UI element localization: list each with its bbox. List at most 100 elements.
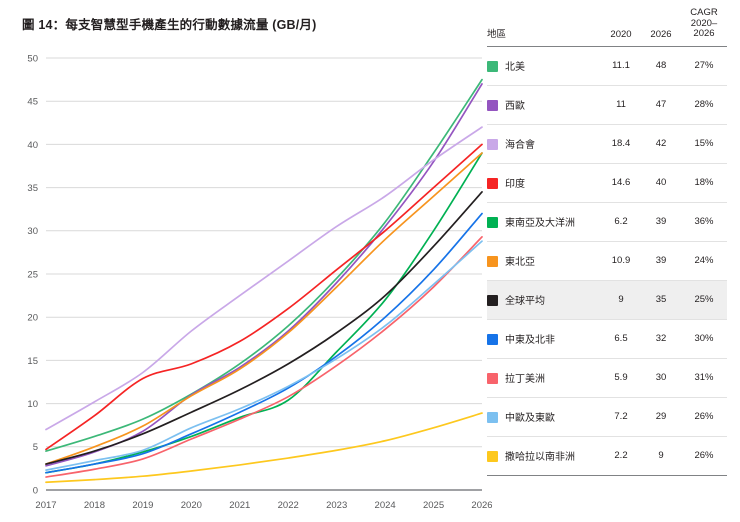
legend-region-label: 東北亞 bbox=[505, 256, 535, 268]
legend-row[interactable]: 中東及北非 6.5 32 30% bbox=[487, 319, 727, 359]
y-axis-tick-label: 50 bbox=[27, 53, 38, 64]
legend-value-2020: 11.1 bbox=[601, 46, 641, 86]
x-axis-tick-label: 2018 bbox=[84, 500, 105, 511]
header-cagr-line1: CAGR bbox=[690, 7, 718, 18]
y-axis-tick-label: 15 bbox=[27, 356, 38, 367]
x-axis-tick-label: 2017 bbox=[35, 500, 56, 511]
series-line bbox=[45, 126, 483, 431]
legend-value-cagr: 27% bbox=[681, 46, 727, 86]
legend-value-2026: 32 bbox=[641, 319, 681, 359]
legend-value-cagr: 24% bbox=[681, 241, 727, 281]
legend-region-cell: 海合會 bbox=[487, 124, 601, 164]
legend-value-2026: 40 bbox=[641, 163, 681, 203]
legend-value-2020: 6.2 bbox=[601, 202, 641, 242]
series-line bbox=[45, 152, 483, 474]
header-cagr-line3: 2026 bbox=[693, 28, 715, 40]
legend-region-cell: 全球平均 bbox=[487, 280, 601, 320]
legend-table: 地區 2020 2026 CAGR 2020– 2026 北美 11.1 48 27%… bbox=[487, 7, 727, 476]
legend-value-2020: 10.9 bbox=[601, 241, 641, 281]
legend-value-2020: 2.2 bbox=[601, 436, 641, 476]
legend-region-label: 拉丁美洲 bbox=[505, 373, 545, 385]
legend-region-cell: 北美 bbox=[487, 46, 601, 86]
legend-region-cell: 東北亞 bbox=[487, 241, 601, 281]
legend-row[interactable]: 印度 14.6 40 18% bbox=[487, 163, 727, 203]
header-2020: 2020 bbox=[601, 8, 641, 47]
x-axis-tick-label: 2021 bbox=[229, 500, 250, 511]
legend-color-swatch-icon bbox=[487, 255, 498, 267]
legend-value-2026: 9 bbox=[641, 436, 681, 476]
legend-row[interactable]: 中歐及東歐 7.2 29 26% bbox=[487, 397, 727, 437]
header-2026: 2026 bbox=[641, 8, 681, 47]
legend-color-swatch-icon bbox=[487, 372, 498, 384]
legend-region-label: 全球平均 bbox=[505, 295, 545, 307]
legend-region-cell: 中東及北非 bbox=[487, 319, 601, 359]
legend-color-swatch-icon bbox=[487, 138, 498, 150]
y-axis-tick-label: 0 bbox=[33, 485, 38, 496]
legend-region-cell: 拉丁美洲 bbox=[487, 358, 601, 398]
legend-value-cagr: 26% bbox=[681, 436, 727, 476]
series-line bbox=[45, 191, 483, 465]
legend-color-swatch-icon bbox=[487, 216, 498, 228]
legend-value-2026: 39 bbox=[641, 202, 681, 242]
legend-value-2026: 35 bbox=[641, 280, 681, 320]
legend-color-swatch-icon bbox=[487, 99, 498, 111]
legend-region-label: 北美 bbox=[505, 61, 525, 73]
legend-value-2020: 18.4 bbox=[601, 124, 641, 164]
legend-value-cagr: 30% bbox=[681, 319, 727, 359]
legend-value-cagr: 31% bbox=[681, 358, 727, 398]
legend-region-cell: 印度 bbox=[487, 163, 601, 203]
y-axis-tick-label: 35 bbox=[27, 183, 38, 194]
legend-value-2020: 11 bbox=[601, 85, 641, 125]
legend-color-swatch-icon bbox=[487, 411, 498, 423]
legend-row[interactable]: 西歐 11 47 28% bbox=[487, 85, 727, 125]
legend-color-swatch-icon bbox=[487, 177, 498, 189]
legend-region-cell: 西歐 bbox=[487, 85, 601, 125]
x-axis-tick-label: 2020 bbox=[181, 500, 202, 511]
legend-row[interactable]: 全球平均 9 35 25% bbox=[487, 280, 727, 320]
line-chart-plot: 0 5 10 15 20 25 30 35 40 45 50 2017 2018 2019 2020 2021… bbox=[0, 44, 492, 522]
header-cagr: CAGR 2020– 2026 bbox=[681, 7, 727, 47]
legend-row[interactable]: 拉丁美洲 5.9 30 31% bbox=[487, 358, 727, 398]
series-line bbox=[45, 143, 483, 451]
x-axis-tick-label: 2022 bbox=[278, 500, 299, 511]
legend-row[interactable]: 北美 11.1 48 27% bbox=[487, 46, 727, 86]
legend-value-2020: 9 bbox=[601, 280, 641, 320]
legend-row[interactable]: 海合會 18.4 42 15% bbox=[487, 124, 727, 164]
legend-row[interactable]: 撒哈拉以南非洲 2.2 9 26% bbox=[487, 436, 727, 476]
legend-region-label: 西歐 bbox=[505, 100, 525, 112]
y-axis-tick-label: 10 bbox=[27, 399, 38, 410]
legend-row[interactable]: 東南亞及大洋洲 6.2 39 36% bbox=[487, 202, 727, 242]
legend-value-cagr: 26% bbox=[681, 397, 727, 437]
series-line bbox=[45, 240, 483, 471]
page-title: 圖 14：每支智慧型手機產生的行動數據流量 (GB/月) bbox=[22, 18, 317, 32]
x-axis-tick-label: 2025 bbox=[423, 500, 444, 511]
legend-region-cell: 東南亞及大洋洲 bbox=[487, 202, 601, 242]
y-axis-tick-label: 20 bbox=[27, 313, 38, 324]
legend-region-cell: 撒哈拉以南非洲 bbox=[487, 436, 601, 476]
series-line bbox=[45, 212, 483, 474]
legend-color-swatch-icon bbox=[487, 450, 498, 462]
legend-table-container: 地區 2020 2026 CAGR 2020– 2026 北美 11.1 48 27%… bbox=[487, 7, 727, 476]
legend-value-cagr: 15% bbox=[681, 124, 727, 164]
header-region: 地區 bbox=[487, 8, 601, 47]
y-axis-tick-label: 25 bbox=[27, 269, 38, 280]
y-axis-tick-label: 5 bbox=[33, 442, 38, 453]
x-axis-tick-label: 2024 bbox=[375, 500, 396, 511]
legend-region-label: 中歐及東歐 bbox=[505, 412, 555, 424]
legend-color-swatch-icon bbox=[487, 60, 498, 72]
x-axis-tick-label: 2019 bbox=[132, 500, 153, 511]
x-axis-tick-label: 2023 bbox=[326, 500, 347, 511]
legend-region-label: 中東及北非 bbox=[505, 334, 555, 346]
legend-region-label: 印度 bbox=[505, 178, 525, 190]
legend-value-2026: 39 bbox=[641, 241, 681, 281]
legend-row[interactable]: 東北亞 10.9 39 24% bbox=[487, 241, 727, 281]
legend-value-cagr: 36% bbox=[681, 202, 727, 242]
y-axis-tick-label: 45 bbox=[27, 97, 38, 108]
legend-value-2026: 29 bbox=[641, 397, 681, 437]
legend-value-cagr: 18% bbox=[681, 163, 727, 203]
legend-region-label: 東南亞及大洋洲 bbox=[505, 217, 575, 229]
y-axis-tick-label: 30 bbox=[27, 226, 38, 237]
legend-value-2020: 14.6 bbox=[601, 163, 641, 203]
